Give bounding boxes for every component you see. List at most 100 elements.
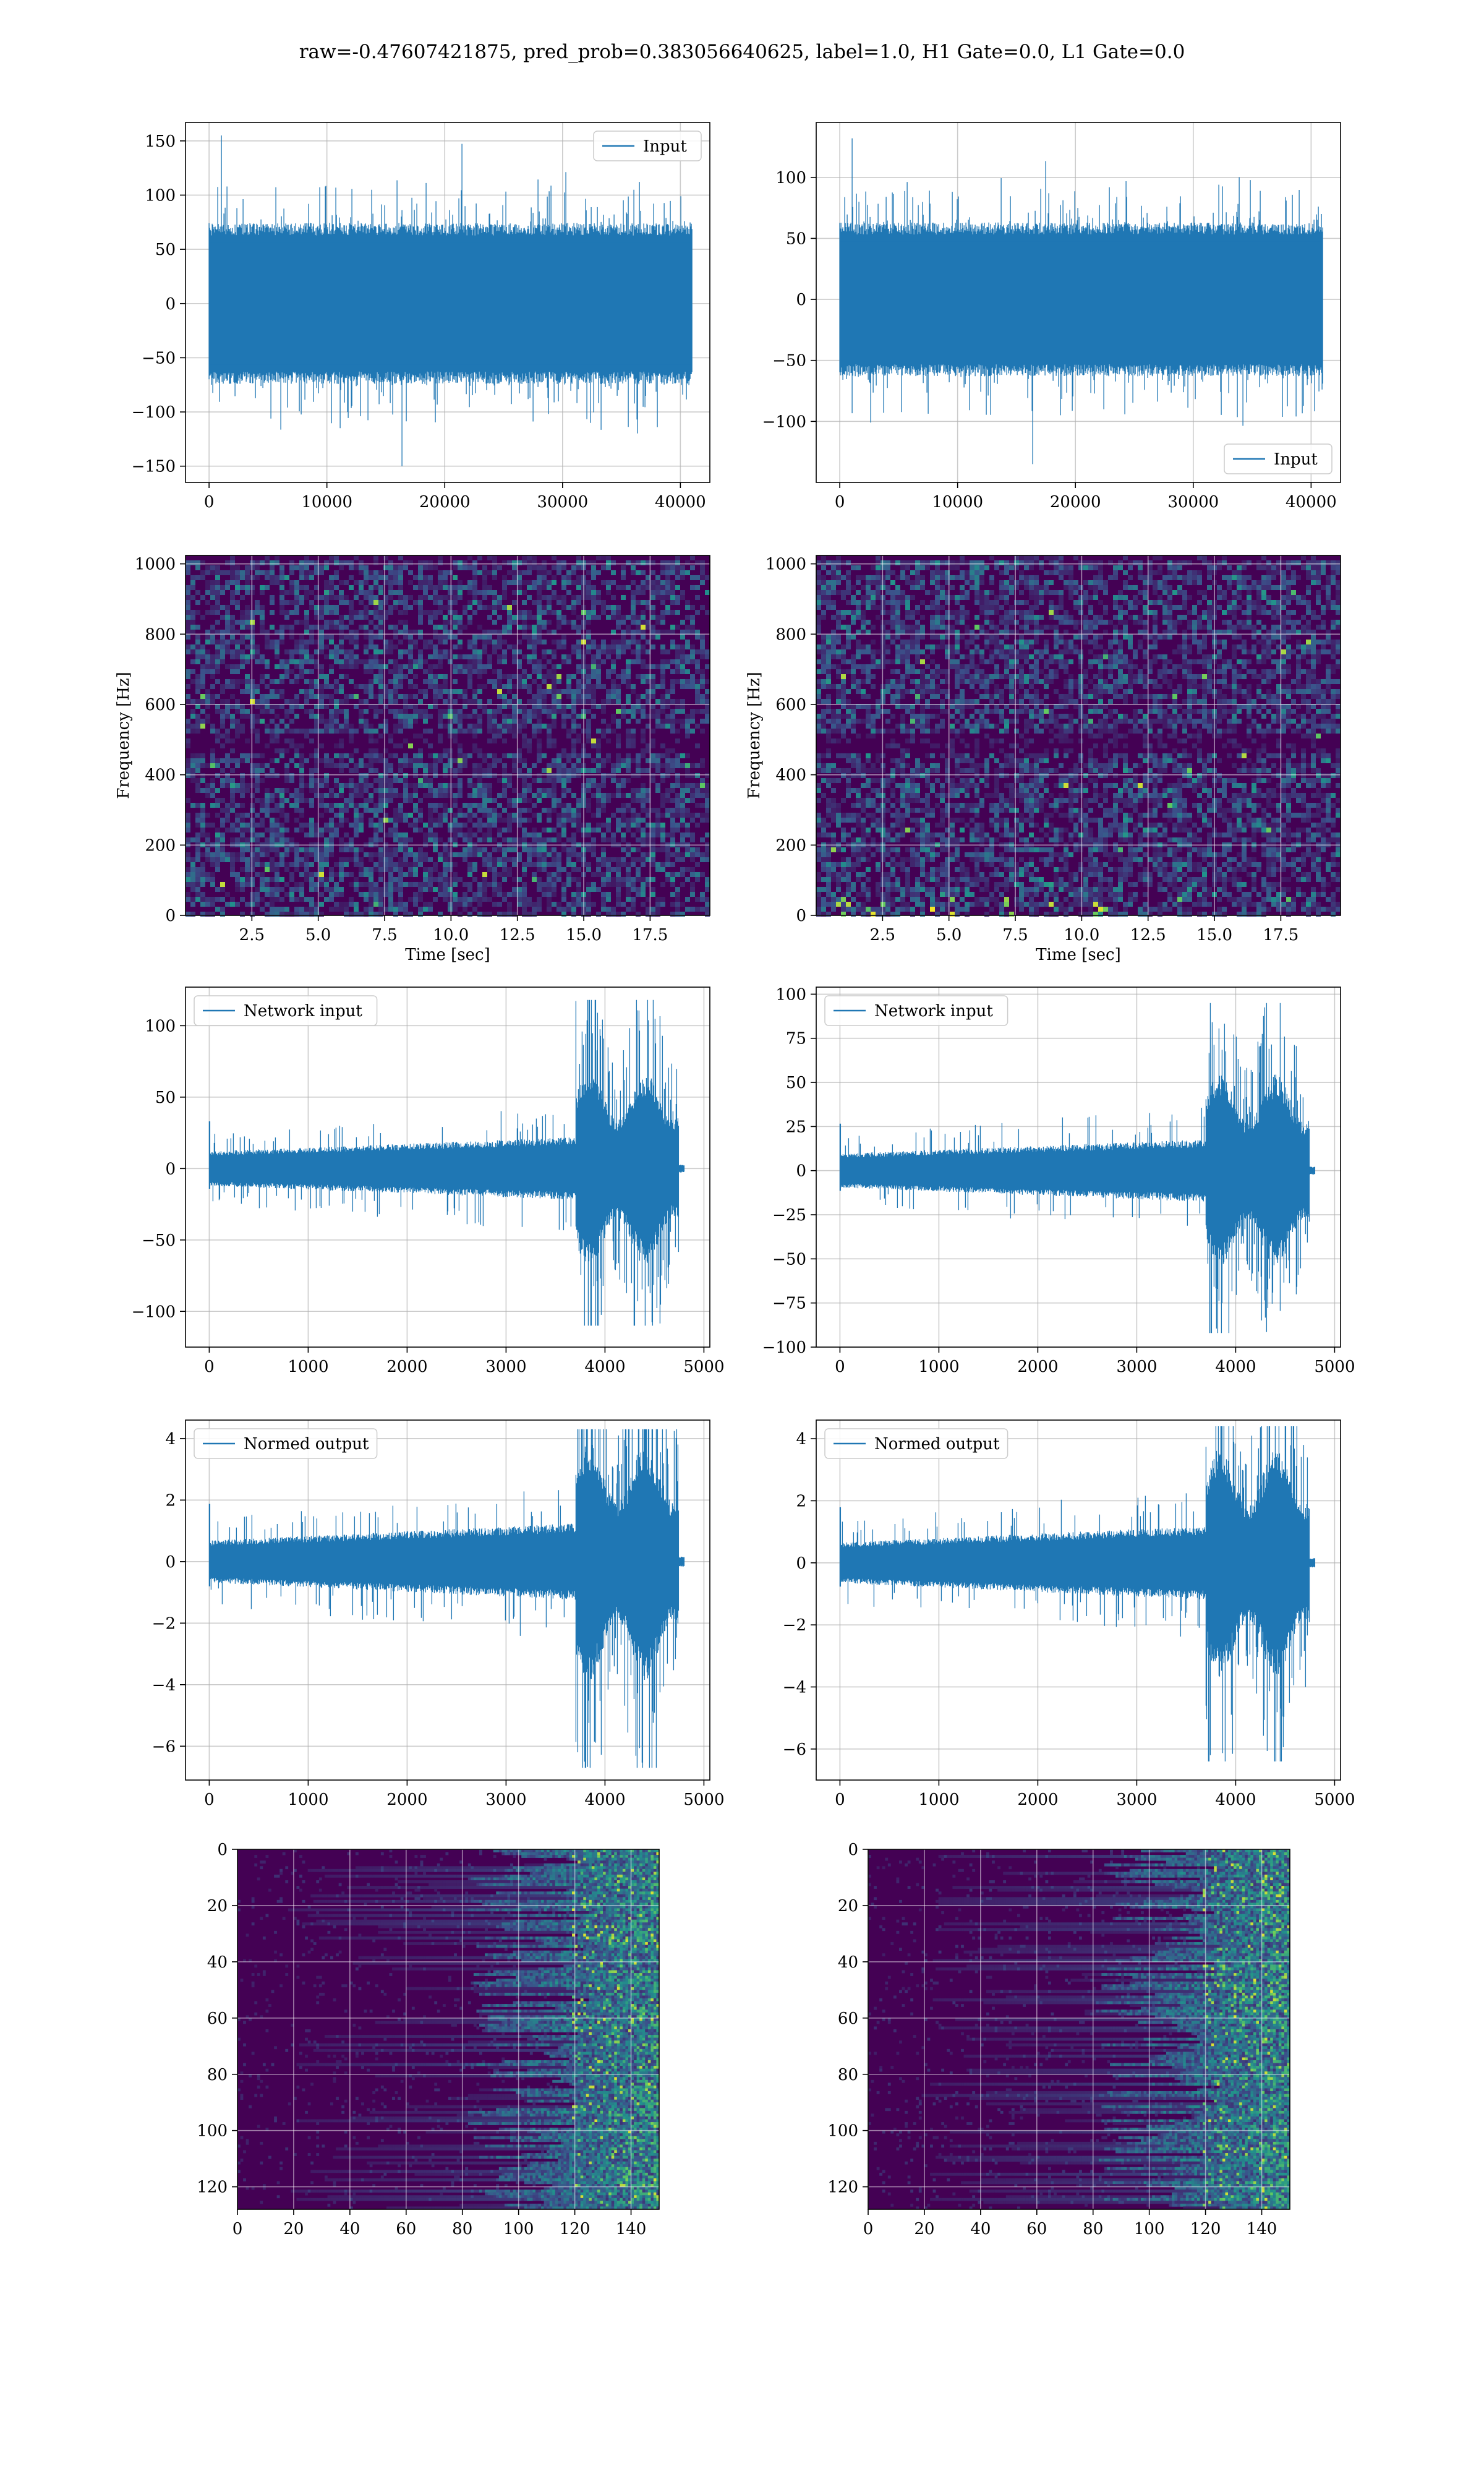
h1-spectrogram-cell xyxy=(423,659,428,664)
h1-spectrogram-cell xyxy=(284,664,289,669)
h1-spectrogram-cell xyxy=(408,644,413,649)
h1-spectrogram-cell xyxy=(200,833,205,837)
h1-spectrogram-cell xyxy=(408,758,413,763)
h1-spectrogram-cell xyxy=(571,773,576,778)
h1-spectrogram-cell xyxy=(373,610,378,615)
h1-spectrogram-cell xyxy=(413,897,418,902)
h1-spectrogram-cell xyxy=(463,823,467,828)
l1-spectrogram-cell xyxy=(1034,560,1039,565)
h1-spectrogram-cell xyxy=(571,847,576,852)
h1-spectrogram-cell xyxy=(487,714,492,719)
h1-spectrogram-cell xyxy=(255,823,260,828)
h1-spectrogram-cell xyxy=(294,694,299,699)
h1-spectrogram-cell xyxy=(200,669,205,674)
h1-spectrogram-cell xyxy=(586,798,591,803)
h1-spectrogram-cell xyxy=(453,818,458,823)
h1-spectrogram-cell xyxy=(339,560,344,565)
h1-spectrogram-cell xyxy=(611,580,616,585)
h1-spectrogram-cell xyxy=(200,649,205,654)
h1-spectrogram-cell xyxy=(334,689,339,694)
h1-spectrogram-cell xyxy=(438,625,443,630)
h1-spectrogram-cell xyxy=(611,729,616,734)
h1-spectrogram-cell xyxy=(364,630,369,635)
h1-spectrogram-cell xyxy=(270,793,275,798)
h1-spectrogram-cell xyxy=(349,778,354,783)
h1-spectrogram-cell xyxy=(388,818,393,823)
h1-spectrogram-cell xyxy=(650,833,655,837)
l1-spectrogram-cell xyxy=(920,580,925,585)
h1-spectrogram-cell xyxy=(304,565,309,570)
h1-spectrogram-cell xyxy=(532,555,537,560)
h1-spectrogram-cell xyxy=(438,575,443,580)
h1-spectrogram-cell xyxy=(428,788,433,793)
h1-spectrogram-cell xyxy=(547,600,552,605)
h1-spectrogram-cell xyxy=(641,610,646,615)
h1-spectrogram-cell xyxy=(532,560,537,565)
h1-spectrogram-cell xyxy=(393,630,398,635)
h1-spectrogram-cell xyxy=(344,857,349,862)
h1-spectrogram-cell xyxy=(314,640,319,644)
h1-spectrogram-cell xyxy=(621,882,626,887)
h1-spectrogram-cell xyxy=(542,575,547,580)
h1-spectrogram-cell xyxy=(512,575,517,580)
h1-spectrogram-cell xyxy=(670,813,675,818)
h1-spectrogram-cell xyxy=(527,852,532,857)
l1-spectrogram-cell xyxy=(930,575,935,580)
h1-spectrogram-cell xyxy=(621,649,626,654)
h1-spectrogram-cell xyxy=(225,773,230,778)
h1-spectrogram-cell xyxy=(586,724,591,729)
h1-spectrogram-cell xyxy=(586,803,591,808)
h1-spectrogram-cell xyxy=(354,768,359,773)
h1-spectrogram-cell xyxy=(433,610,438,615)
h1-spectrogram-cell xyxy=(641,679,646,684)
h1-spectrogram-cell xyxy=(591,714,596,719)
h1-spectrogram-cell xyxy=(655,828,660,833)
h1-spectrogram-cell xyxy=(566,734,571,738)
h1-spectrogram-cell xyxy=(383,852,388,857)
h1-spectrogram-cell xyxy=(413,600,418,605)
h1-spectrogram-cell xyxy=(641,892,646,897)
h1-spectrogram-cell xyxy=(215,729,220,734)
h1-spectrogram-cell xyxy=(522,837,527,842)
h1-spectrogram-cell xyxy=(369,644,373,649)
h1-spectrogram-cell xyxy=(571,724,576,729)
h1-input-legend-label: Input xyxy=(643,137,687,156)
h1-spectrogram-cell xyxy=(304,625,309,630)
h1-spectrogram-cell xyxy=(220,714,225,719)
h1-spectrogram-cell xyxy=(378,669,383,674)
h1-spectrogram-cell xyxy=(349,565,354,570)
h1-spectrogram-cell xyxy=(349,753,354,758)
h1-spectrogram-cell xyxy=(245,625,250,630)
h1-spectrogram-cell xyxy=(571,833,576,837)
l1-spectrogram-cell xyxy=(1261,575,1266,580)
h1-spectrogram-cell xyxy=(186,743,190,748)
h1-spectrogram-cell xyxy=(304,570,309,575)
h1-spectrogram-cell xyxy=(458,788,463,793)
h1-spectrogram-cell xyxy=(507,644,512,649)
h1-spectrogram-cell xyxy=(195,763,200,768)
h1-spectrogram-cell xyxy=(660,763,665,768)
h1-spectrogram-cell xyxy=(383,803,388,808)
h1-spectrogram-cell xyxy=(284,615,289,620)
h1-spectrogram-cell xyxy=(319,570,324,575)
h1-spectrogram-cell xyxy=(507,823,512,828)
l1-spectrogram-cell xyxy=(1034,555,1039,560)
h1-spectrogram-cell xyxy=(453,615,458,620)
h1-spectrogram-cell xyxy=(378,872,383,877)
h1-spectrogram-cell xyxy=(438,659,443,664)
h1-spectrogram-cell xyxy=(265,912,270,917)
h1-spectrogram-cell xyxy=(418,595,423,600)
h1-spectrogram-cell xyxy=(517,813,522,818)
h1-spectrogram-cell xyxy=(349,798,354,803)
h1-spectrogram-cell xyxy=(631,862,636,867)
h1-spectrogram-cell xyxy=(571,605,576,610)
h1-spectrogram-cell xyxy=(294,565,299,570)
h1-spectrogram-cell xyxy=(695,649,700,654)
h1-spectrogram-cell xyxy=(334,620,339,625)
h1-spectrogram-cell xyxy=(705,719,710,724)
h1-spectrogram-cell xyxy=(294,595,299,600)
h1-spectrogram-cell xyxy=(215,704,220,709)
h1-spectrogram-cell xyxy=(275,912,279,917)
h1-spectrogram-cell xyxy=(443,635,448,640)
h1-spectrogram-cell xyxy=(403,610,408,615)
